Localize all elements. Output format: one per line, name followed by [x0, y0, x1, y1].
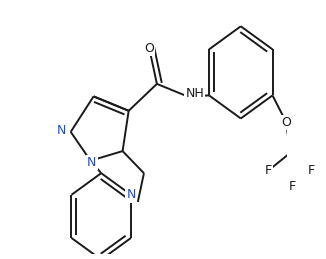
- Text: N: N: [87, 156, 96, 169]
- Text: F: F: [289, 180, 296, 193]
- Text: NH: NH: [185, 87, 204, 100]
- Text: O: O: [281, 116, 291, 129]
- Text: F: F: [308, 164, 315, 177]
- Text: N: N: [126, 188, 136, 201]
- Text: F: F: [265, 164, 272, 177]
- Text: N: N: [57, 124, 66, 137]
- Text: O: O: [144, 42, 154, 55]
